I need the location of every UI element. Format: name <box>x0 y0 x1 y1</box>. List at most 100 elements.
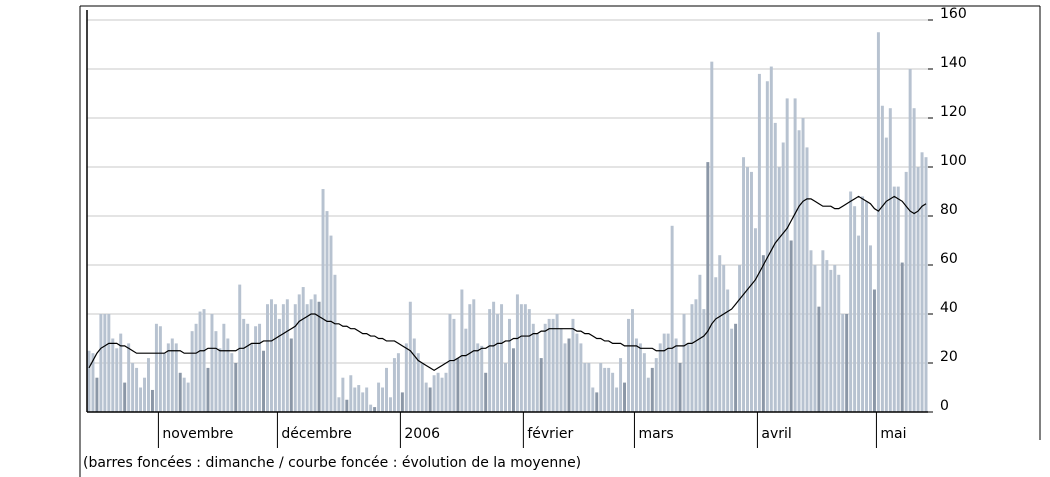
bar <box>698 274 702 412</box>
bar <box>111 338 115 412</box>
bar <box>202 309 206 412</box>
bar <box>166 343 170 412</box>
bar <box>273 304 277 412</box>
bar <box>789 240 793 412</box>
bar <box>492 301 496 412</box>
bar <box>749 171 753 412</box>
bar <box>638 343 642 412</box>
x-tick-label: février <box>527 426 573 442</box>
bar <box>849 191 853 412</box>
bar <box>420 363 424 412</box>
bar <box>408 301 412 412</box>
bar <box>464 328 468 412</box>
bar <box>333 274 337 412</box>
bar <box>206 367 210 412</box>
bar <box>353 387 357 412</box>
bar <box>174 343 178 412</box>
bar <box>325 211 329 412</box>
bar <box>388 397 392 412</box>
bar <box>250 343 254 412</box>
bar <box>194 323 198 412</box>
bar <box>301 287 305 412</box>
bar <box>329 235 333 412</box>
x-tick-label: mars <box>638 426 673 442</box>
bar <box>555 314 559 412</box>
bar <box>702 309 706 412</box>
bar <box>436 372 440 412</box>
bar <box>190 331 194 412</box>
bar <box>813 265 817 412</box>
bar <box>472 299 476 412</box>
bar <box>115 348 119 412</box>
bar <box>912 108 916 412</box>
bar <box>714 277 718 412</box>
bar <box>127 343 131 412</box>
bar <box>468 304 472 412</box>
bar <box>258 323 262 412</box>
bar <box>654 358 658 412</box>
bar <box>515 294 519 412</box>
bar <box>896 186 900 412</box>
bar <box>678 363 682 412</box>
bar <box>627 318 630 412</box>
bar <box>876 32 880 412</box>
bar <box>428 387 432 412</box>
y-tick-label: 140 <box>940 55 967 71</box>
bar <box>182 377 186 412</box>
bar <box>706 162 710 412</box>
bar <box>416 353 420 412</box>
bar <box>674 338 678 412</box>
bar <box>432 375 436 412</box>
x-tick-label: décembre <box>281 426 351 442</box>
bar <box>162 353 166 412</box>
bar <box>757 73 761 413</box>
bar <box>440 377 444 412</box>
caption: (barres foncées : dimanche / courbe fonc… <box>83 455 581 471</box>
bar <box>289 338 293 412</box>
bar <box>726 289 730 412</box>
y-tick-label: 60 <box>940 251 958 267</box>
bar <box>547 318 551 412</box>
bar <box>888 108 892 412</box>
bar <box>341 377 345 412</box>
bar <box>297 294 301 412</box>
bar <box>924 157 928 412</box>
bar <box>734 323 738 412</box>
bar <box>619 358 623 412</box>
bar <box>480 345 484 412</box>
bar <box>198 311 202 412</box>
bar <box>119 333 123 412</box>
bar <box>781 142 785 412</box>
bar <box>222 323 226 412</box>
bar <box>722 265 726 412</box>
bar <box>845 314 849 412</box>
x-tick-label: 2006 <box>404 426 440 442</box>
bar <box>587 363 591 412</box>
bar <box>777 167 781 412</box>
bar <box>646 377 650 412</box>
bar <box>857 235 861 412</box>
bar <box>567 338 571 412</box>
x-tick-label: avril <box>761 426 791 442</box>
bar <box>210 314 214 412</box>
x-tick-label: novembre <box>162 426 233 442</box>
bar <box>293 304 297 412</box>
y-tick-label: 80 <box>940 202 958 218</box>
bar <box>853 206 857 412</box>
bar <box>821 250 825 412</box>
bar <box>519 304 523 412</box>
bar <box>400 392 404 412</box>
bar <box>500 304 504 412</box>
bar <box>829 269 833 412</box>
bar <box>872 289 876 412</box>
bar <box>150 389 154 412</box>
bar <box>884 137 888 412</box>
bar <box>904 171 908 412</box>
bar <box>694 299 698 412</box>
bar <box>392 358 396 412</box>
bar <box>313 294 317 412</box>
bar <box>615 387 619 412</box>
bar <box>91 353 95 412</box>
